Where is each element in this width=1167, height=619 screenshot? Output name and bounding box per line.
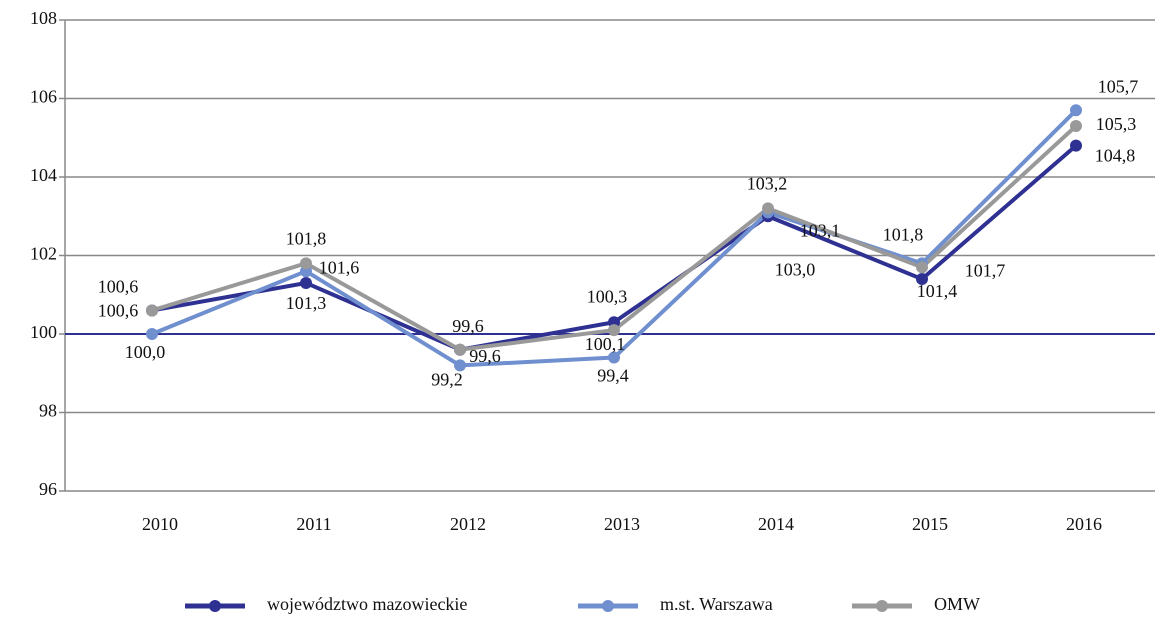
data-point — [146, 304, 158, 317]
data-label: 101,3 — [286, 293, 327, 313]
y-tick-label: 102 — [30, 244, 57, 264]
y-tick-label: 96 — [39, 479, 57, 499]
x-tick-label: 2016 — [1066, 514, 1102, 534]
data-label: 100,6 — [98, 277, 139, 297]
legend-marker — [876, 600, 888, 612]
data-point — [454, 359, 466, 372]
data-point — [916, 273, 928, 286]
data-label: 99,4 — [597, 366, 629, 386]
data-point — [454, 343, 466, 356]
data-label: 101,4 — [917, 281, 958, 301]
legend-label: województwo mazowieckie — [267, 594, 467, 614]
x-tick-label: 2010 — [142, 514, 178, 534]
data-label: 103,0 — [775, 259, 816, 279]
data-label: 101,7 — [965, 260, 1006, 280]
x-tick-label: 2012 — [450, 514, 486, 534]
data-label: 103,1 — [800, 220, 841, 240]
data-point — [146, 328, 158, 340]
x-tick-label: 2014 — [758, 514, 794, 534]
data-label: 105,7 — [1098, 76, 1139, 96]
data-label: 99,6 — [469, 346, 501, 366]
data-label: 100,6 — [98, 301, 139, 321]
data-label: 99,6 — [452, 316, 484, 336]
data-label: 105,3 — [1096, 114, 1137, 134]
data-label: 100,0 — [125, 342, 166, 362]
data-label: 99,2 — [431, 370, 463, 390]
data-point — [300, 276, 312, 289]
y-tick-label: 108 — [30, 8, 57, 28]
data-point — [1070, 104, 1082, 117]
data-label: 100,1 — [585, 334, 626, 354]
y-tick-label: 104 — [30, 165, 57, 185]
data-label: 101,8 — [883, 224, 924, 244]
data-label: 100,3 — [587, 286, 628, 306]
x-tick-label: 2011 — [296, 514, 331, 534]
data-label: 101,8 — [286, 228, 327, 248]
legend-marker — [209, 600, 221, 612]
data-point — [608, 351, 620, 364]
x-tick-label: 2015 — [912, 514, 948, 534]
data-point — [762, 202, 774, 215]
data-point — [300, 257, 312, 270]
data-point — [608, 324, 620, 337]
data-point — [1070, 139, 1082, 152]
data-label: 103,2 — [747, 174, 788, 194]
data-label: 104,8 — [1095, 146, 1136, 166]
x-tick-label: 2013 — [604, 514, 640, 534]
legend-marker — [602, 600, 614, 612]
legend-label: OMW — [934, 594, 980, 614]
y-tick-label: 98 — [39, 401, 57, 421]
data-point — [1070, 119, 1082, 132]
data-label: 101,6 — [319, 257, 360, 277]
y-tick-label: 100 — [30, 322, 57, 342]
data-point — [916, 261, 928, 274]
legend-label: m.st. Warszawa — [660, 594, 773, 614]
y-tick-label: 106 — [30, 87, 57, 107]
